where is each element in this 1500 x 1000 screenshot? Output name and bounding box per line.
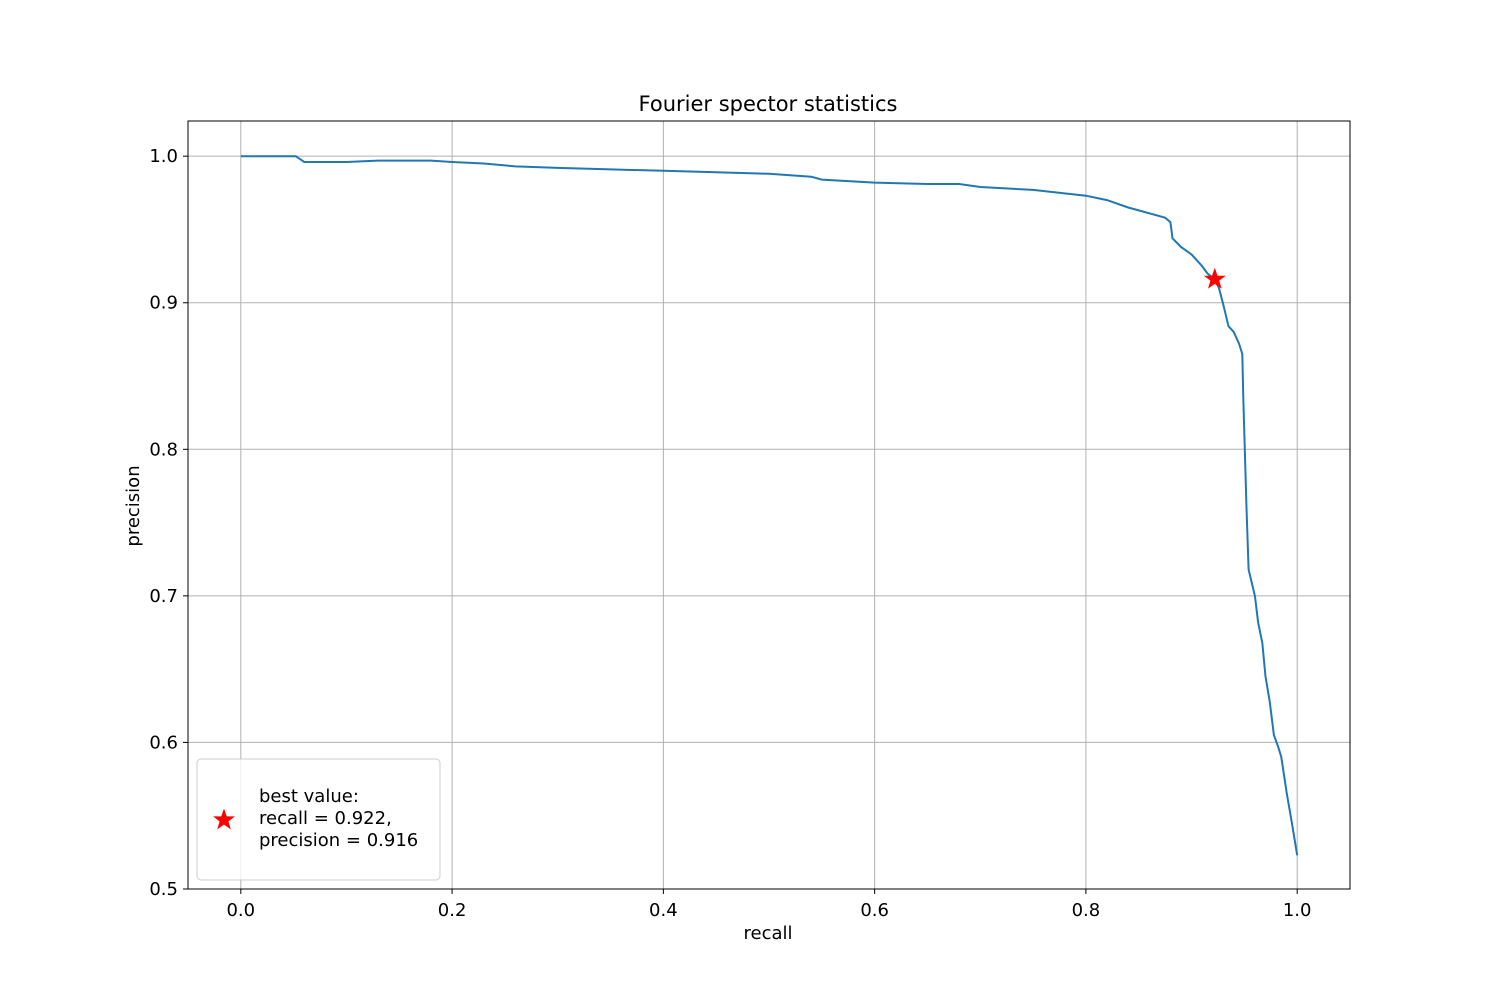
y-tick-label: 0.7 (149, 586, 178, 607)
plot-area (240, 155, 1299, 856)
x-tick-label: 1.0 (1283, 900, 1312, 921)
y-axis-ticks: 0.5 0.6 0.7 0.8 0.9 1.0 (149, 146, 188, 900)
y-tick-label: 0.5 (149, 879, 178, 900)
x-tick-label: 0.4 (649, 900, 678, 921)
x-tick-label: 0.6 (860, 900, 889, 921)
best-value-star-marker (1203, 267, 1226, 289)
x-axis-label: recall (743, 923, 792, 944)
y-axis-label: precision (123, 465, 144, 546)
x-tick-label: 0.8 (1072, 900, 1101, 921)
y-tick-label: 0.9 (149, 293, 178, 314)
y-tick-label: 0.6 (149, 732, 178, 753)
axes-frame (187, 120, 1351, 890)
legend-line-3: precision = 0.916 (259, 830, 418, 851)
legend-line-1: best value: (259, 786, 359, 807)
precision-recall-curve (240, 155, 1299, 856)
legend-line-2: recall = 0.922, (259, 808, 392, 829)
y-tick-label: 0.8 (149, 439, 178, 460)
legend: best value: recall = 0.922, precision = … (196, 758, 441, 881)
legend-box (196, 758, 441, 881)
chart-title: Fourier spector statistics (639, 92, 898, 116)
y-tick-label: 1.0 (149, 146, 178, 167)
x-tick-label: 0.2 (438, 900, 467, 921)
legend-star-icon (213, 808, 235, 830)
x-axis-ticks: 0.0 0.2 0.4 0.6 0.8 1.0 (226, 889, 1312, 921)
x-tick-label: 0.0 (226, 900, 255, 921)
